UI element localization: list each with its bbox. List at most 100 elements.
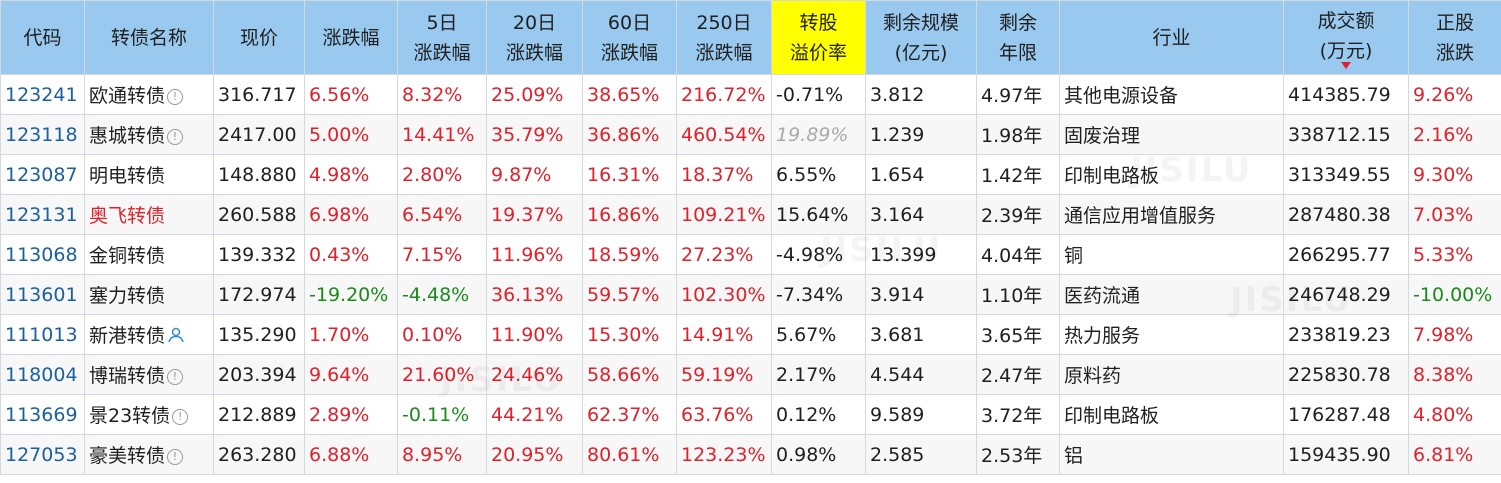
change-pct: 6.98% bbox=[304, 194, 398, 235]
change-20d: 25.09% bbox=[486, 74, 583, 115]
turnover: 287480.38 bbox=[1283, 194, 1409, 235]
bond-code[interactable]: 118004 bbox=[0, 354, 85, 395]
turnover: 338712.15 bbox=[1283, 114, 1409, 155]
table-row[interactable]: 118004 博瑞转债! 203.394 9.64% 21.60% 24.46% 58.66… bbox=[0, 354, 1501, 395]
change-60d: 36.86% bbox=[582, 114, 677, 155]
bond-code[interactable]: 123118 bbox=[0, 114, 85, 155]
info-icon[interactable]: ! bbox=[167, 449, 184, 465]
change-pct: 0.43% bbox=[304, 234, 398, 275]
change-60d: 15.30% bbox=[582, 314, 677, 355]
column-header[interactable]: 转债名称 bbox=[84, 0, 214, 75]
bond-code[interactable]: 113669 bbox=[0, 394, 85, 435]
column-header[interactable]: 剩余 年限 bbox=[976, 0, 1060, 75]
bond-name[interactable]: 景23转债! bbox=[84, 394, 214, 435]
column-header[interactable]: 涨跌幅 bbox=[304, 0, 398, 75]
person-icon[interactable] bbox=[167, 326, 185, 349]
change-250d: 59.19% bbox=[676, 354, 772, 395]
stock-change: 9.26% bbox=[1408, 74, 1501, 115]
column-header[interactable]: 20日 涨跌幅 bbox=[486, 0, 583, 75]
change-5d: 7.15% bbox=[397, 234, 487, 275]
bond-name[interactable]: 新港转债 bbox=[84, 314, 214, 355]
table-row[interactable]: 111013 新港转债 135.290 1.70% 0.10% 11.90% 15.30% 1… bbox=[0, 314, 1501, 355]
bond-name[interactable]: 明电转债 bbox=[84, 154, 214, 195]
bond-code[interactable]: 113068 bbox=[0, 234, 85, 275]
change-20d: 20.95% bbox=[486, 434, 583, 475]
bond-name[interactable]: 惠城转债! bbox=[84, 114, 214, 155]
turnover: 159435.90 bbox=[1283, 434, 1409, 475]
change-pct: 6.56% bbox=[304, 74, 398, 115]
column-header[interactable]: 5日 涨跌幅 bbox=[397, 0, 487, 75]
turnover: 225830.78 bbox=[1283, 354, 1409, 395]
info-icon[interactable]: ! bbox=[172, 409, 189, 425]
remaining-years: 1.98年 bbox=[976, 114, 1060, 155]
remaining-years: 2.47年 bbox=[976, 354, 1060, 395]
table-row[interactable]: 113669 景23转债! 212.889 2.89% -0.11% 44.21% 62.3… bbox=[0, 394, 1501, 435]
change-250d: 102.30% bbox=[676, 274, 772, 315]
info-icon[interactable]: ! bbox=[167, 89, 184, 105]
bond-name[interactable]: 奥飞转债 bbox=[84, 194, 214, 235]
change-60d: 62.37% bbox=[582, 394, 677, 435]
premium-rate: 0.98% bbox=[771, 434, 866, 475]
change-pct: -19.20% bbox=[304, 274, 398, 315]
bond-code[interactable]: 123241 bbox=[0, 74, 85, 115]
remaining-scale: 1.654 bbox=[865, 154, 977, 195]
change-5d: 0.10% bbox=[397, 314, 487, 355]
sort-desc-icon[interactable] bbox=[1341, 62, 1351, 69]
price: 135.290 bbox=[213, 314, 305, 355]
stock-change: 7.98% bbox=[1408, 314, 1501, 355]
column-header[interactable]: 剩余规模 (亿元) bbox=[865, 0, 977, 75]
column-header[interactable]: 代码 bbox=[0, 0, 85, 75]
price: 172.974 bbox=[213, 274, 305, 315]
bond-code[interactable]: 113601 bbox=[0, 274, 85, 315]
premium-rate: -4.98% bbox=[771, 234, 866, 275]
bond-code[interactable]: 123131 bbox=[0, 194, 85, 235]
change-20d: 24.46% bbox=[486, 354, 583, 395]
bond-name[interactable]: 豪美转债! bbox=[84, 434, 214, 475]
bond-code[interactable]: 123087 bbox=[0, 154, 85, 195]
industry: 通信应用增值服务 bbox=[1059, 194, 1284, 235]
remaining-years: 2.53年 bbox=[976, 434, 1060, 475]
stock-change: 8.38% bbox=[1408, 354, 1501, 395]
table-row[interactable]: 127053 豪美转债! 263.280 6.88% 8.95% 20.95% 80.61%… bbox=[0, 434, 1501, 475]
info-icon[interactable]: ! bbox=[167, 369, 184, 385]
bond-name[interactable]: 欧通转债! bbox=[84, 74, 214, 115]
table-row[interactable]: 123131 奥飞转债 260.588 6.98% 6.54% 19.37% 16.86% 1… bbox=[0, 194, 1501, 235]
industry: 原料药 bbox=[1059, 354, 1284, 395]
bond-code[interactable]: 111013 bbox=[0, 314, 85, 355]
table-row[interactable]: 123241 欧通转债! 316.717 6.56% 8.32% 25.09% 38.65%… bbox=[0, 74, 1501, 115]
column-header[interactable]: 现价 bbox=[213, 0, 305, 75]
bond-name[interactable]: 塞力转债 bbox=[84, 274, 214, 315]
change-5d: 14.41% bbox=[397, 114, 487, 155]
price: 212.889 bbox=[213, 394, 305, 435]
remaining-years: 1.42年 bbox=[976, 154, 1060, 195]
column-header[interactable]: 行业 bbox=[1059, 0, 1284, 75]
bond-code[interactable]: 127053 bbox=[0, 434, 85, 475]
bond-name[interactable]: 金铜转债 bbox=[84, 234, 214, 275]
table-row[interactable]: 113068 金铜转债 139.332 0.43% 7.15% 11.96% 18.59% 2… bbox=[0, 234, 1501, 275]
table-row[interactable]: 123087 明电转债 148.880 4.98% 2.80% 9.87% 16.31% 18… bbox=[0, 154, 1501, 195]
change-20d: 19.37% bbox=[486, 194, 583, 235]
column-header[interactable]: 转股 溢价率 bbox=[771, 0, 866, 75]
column-header[interactable]: 60日 涨跌幅 bbox=[582, 0, 677, 75]
bond-name[interactable]: 博瑞转债! bbox=[84, 354, 214, 395]
change-20d: 11.96% bbox=[486, 234, 583, 275]
info-icon[interactable]: ! bbox=[167, 129, 184, 145]
table-row[interactable]: 113601 塞力转债 172.974 -19.20% -4.48% 36.13% 59.5… bbox=[0, 274, 1501, 315]
change-60d: 38.65% bbox=[582, 74, 677, 115]
change-20d: 35.79% bbox=[486, 114, 583, 155]
change-5d: -0.11% bbox=[397, 394, 487, 435]
change-250d: 123.23% bbox=[676, 434, 772, 475]
column-header[interactable]: 250日 涨跌幅 bbox=[676, 0, 772, 75]
change-250d: 460.54% bbox=[676, 114, 772, 155]
remaining-scale: 3.681 bbox=[865, 314, 977, 355]
premium-rate: 6.55% bbox=[771, 154, 866, 195]
remaining-scale: 1.239 bbox=[865, 114, 977, 155]
change-250d: 27.23% bbox=[676, 234, 772, 275]
column-header[interactable]: 成交额 (万元) bbox=[1283, 0, 1409, 75]
remaining-years: 3.65年 bbox=[976, 314, 1060, 355]
change-pct: 9.64% bbox=[304, 354, 398, 395]
remaining-scale: 13.399 bbox=[865, 234, 977, 275]
table-row[interactable]: 123118 惠城转债! 2417.00 5.00% 14.41% 35.79% 36.86… bbox=[0, 114, 1501, 155]
column-header[interactable]: 正股 涨跌 bbox=[1408, 0, 1501, 75]
remaining-scale: 2.585 bbox=[865, 434, 977, 475]
